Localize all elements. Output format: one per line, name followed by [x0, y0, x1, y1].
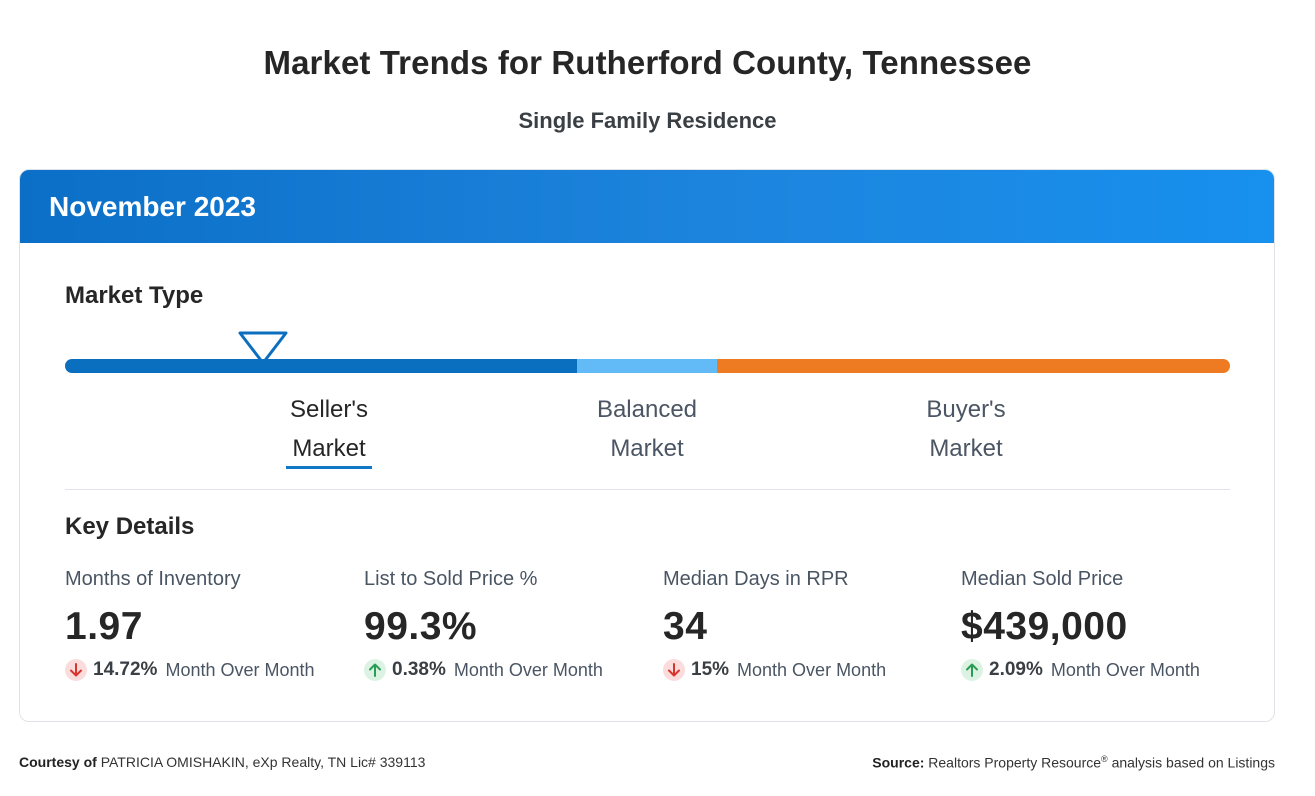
- balanced-market-line1: Balanced: [596, 396, 698, 423]
- courtesy-label: Courtesy of: [19, 754, 97, 770]
- market-indicator-icon: [238, 331, 288, 365]
- detail-label: Months of Inventory: [65, 568, 241, 590]
- courtesy-footer: Courtesy of PATRICIA OMISHAKIN, eXp Real…: [19, 754, 425, 770]
- detail-list-to-sold-price: List to Sold Price % 99.3% 0.38% Month O…: [364, 568, 603, 681]
- market-type-bar: [65, 359, 1230, 373]
- source-footer: Source: Realtors Property Resource® anal…: [872, 754, 1275, 771]
- balanced-market-line2: Market: [610, 435, 684, 462]
- change-percent: 15%: [691, 659, 730, 680]
- arrow-down-icon: [65, 659, 87, 681]
- sellers-market-line1: Seller's: [290, 396, 368, 423]
- detail-label: List to Sold Price %: [364, 568, 538, 590]
- buyers-market-line2: Market: [929, 435, 1003, 462]
- sellers-market-line2: Market: [292, 435, 366, 462]
- arrow-up-icon: [961, 659, 983, 681]
- page-title: Market Trends for Rutherford County, Ten…: [263, 44, 1032, 81]
- detail-value: $439,000: [961, 605, 1128, 648]
- change-period: Month Over Month: [737, 659, 887, 680]
- detail-value: 34: [663, 605, 708, 648]
- key-details-heading: Key Details: [65, 513, 195, 540]
- active-market-underline: [286, 466, 372, 469]
- buyers-market-line1: Buyer's: [926, 396, 1006, 423]
- detail-label: Median Days in RPR: [663, 568, 849, 590]
- arrow-up-icon: [364, 659, 386, 681]
- period-label: November 2023: [49, 190, 257, 222]
- sellers-market-label: Seller's Market: [269, 390, 389, 468]
- seller-segment: [65, 359, 577, 373]
- detail-months-of-inventory: Months of Inventory 1.97 14.72% Month Ov…: [65, 568, 315, 681]
- registered-mark: ®: [1101, 754, 1108, 764]
- source-text: Realtors Property Resource: [928, 754, 1102, 771]
- source-label: Source:: [872, 754, 925, 771]
- buyer-segment: [717, 359, 1230, 373]
- balanced-segment: [577, 359, 717, 373]
- detail-change: 0.38% Month Over Month: [364, 659, 603, 681]
- detail-value: 1.97: [65, 605, 143, 648]
- detail-label: Median Sold Price: [961, 568, 1124, 590]
- balanced-market-label: Balanced Market: [577, 390, 717, 468]
- market-type-heading: Market Type: [65, 282, 204, 309]
- change-period: Month Over Month: [165, 659, 315, 680]
- change-period: Month Over Month: [1050, 659, 1200, 680]
- change-percent: 14.72%: [93, 659, 158, 680]
- detail-median-sold-price: Median Sold Price $439,000 2.09% Month O…: [961, 568, 1200, 681]
- courtesy-text: PATRICIA OMISHAKIN, eXp Realty, TN Lic# …: [100, 754, 426, 770]
- detail-change: 2.09% Month Over Month: [961, 659, 1200, 681]
- change-period: Month Over Month: [453, 659, 603, 680]
- detail-change: 14.72% Month Over Month: [65, 659, 315, 681]
- change-percent: 2.09%: [989, 659, 1043, 680]
- detail-change: 15% Month Over Month: [663, 659, 886, 681]
- buyers-market-label: Buyer's Market: [906, 390, 1026, 468]
- card-header: November 2023: [20, 170, 1274, 243]
- change-percent: 0.38%: [392, 659, 446, 680]
- detail-value: 99.3%: [364, 605, 478, 648]
- market-trends-card: November 2023 Market Type Seller's Marke…: [19, 169, 1275, 722]
- page-subtitle: Single Family Residence: [518, 108, 777, 133]
- source-tail: analysis based on Listings: [1111, 754, 1275, 771]
- section-divider: [65, 489, 1230, 490]
- arrow-down-icon: [663, 659, 685, 681]
- detail-median-days-in-rpr: Median Days in RPR 34 15% Month Over Mon…: [663, 568, 886, 681]
